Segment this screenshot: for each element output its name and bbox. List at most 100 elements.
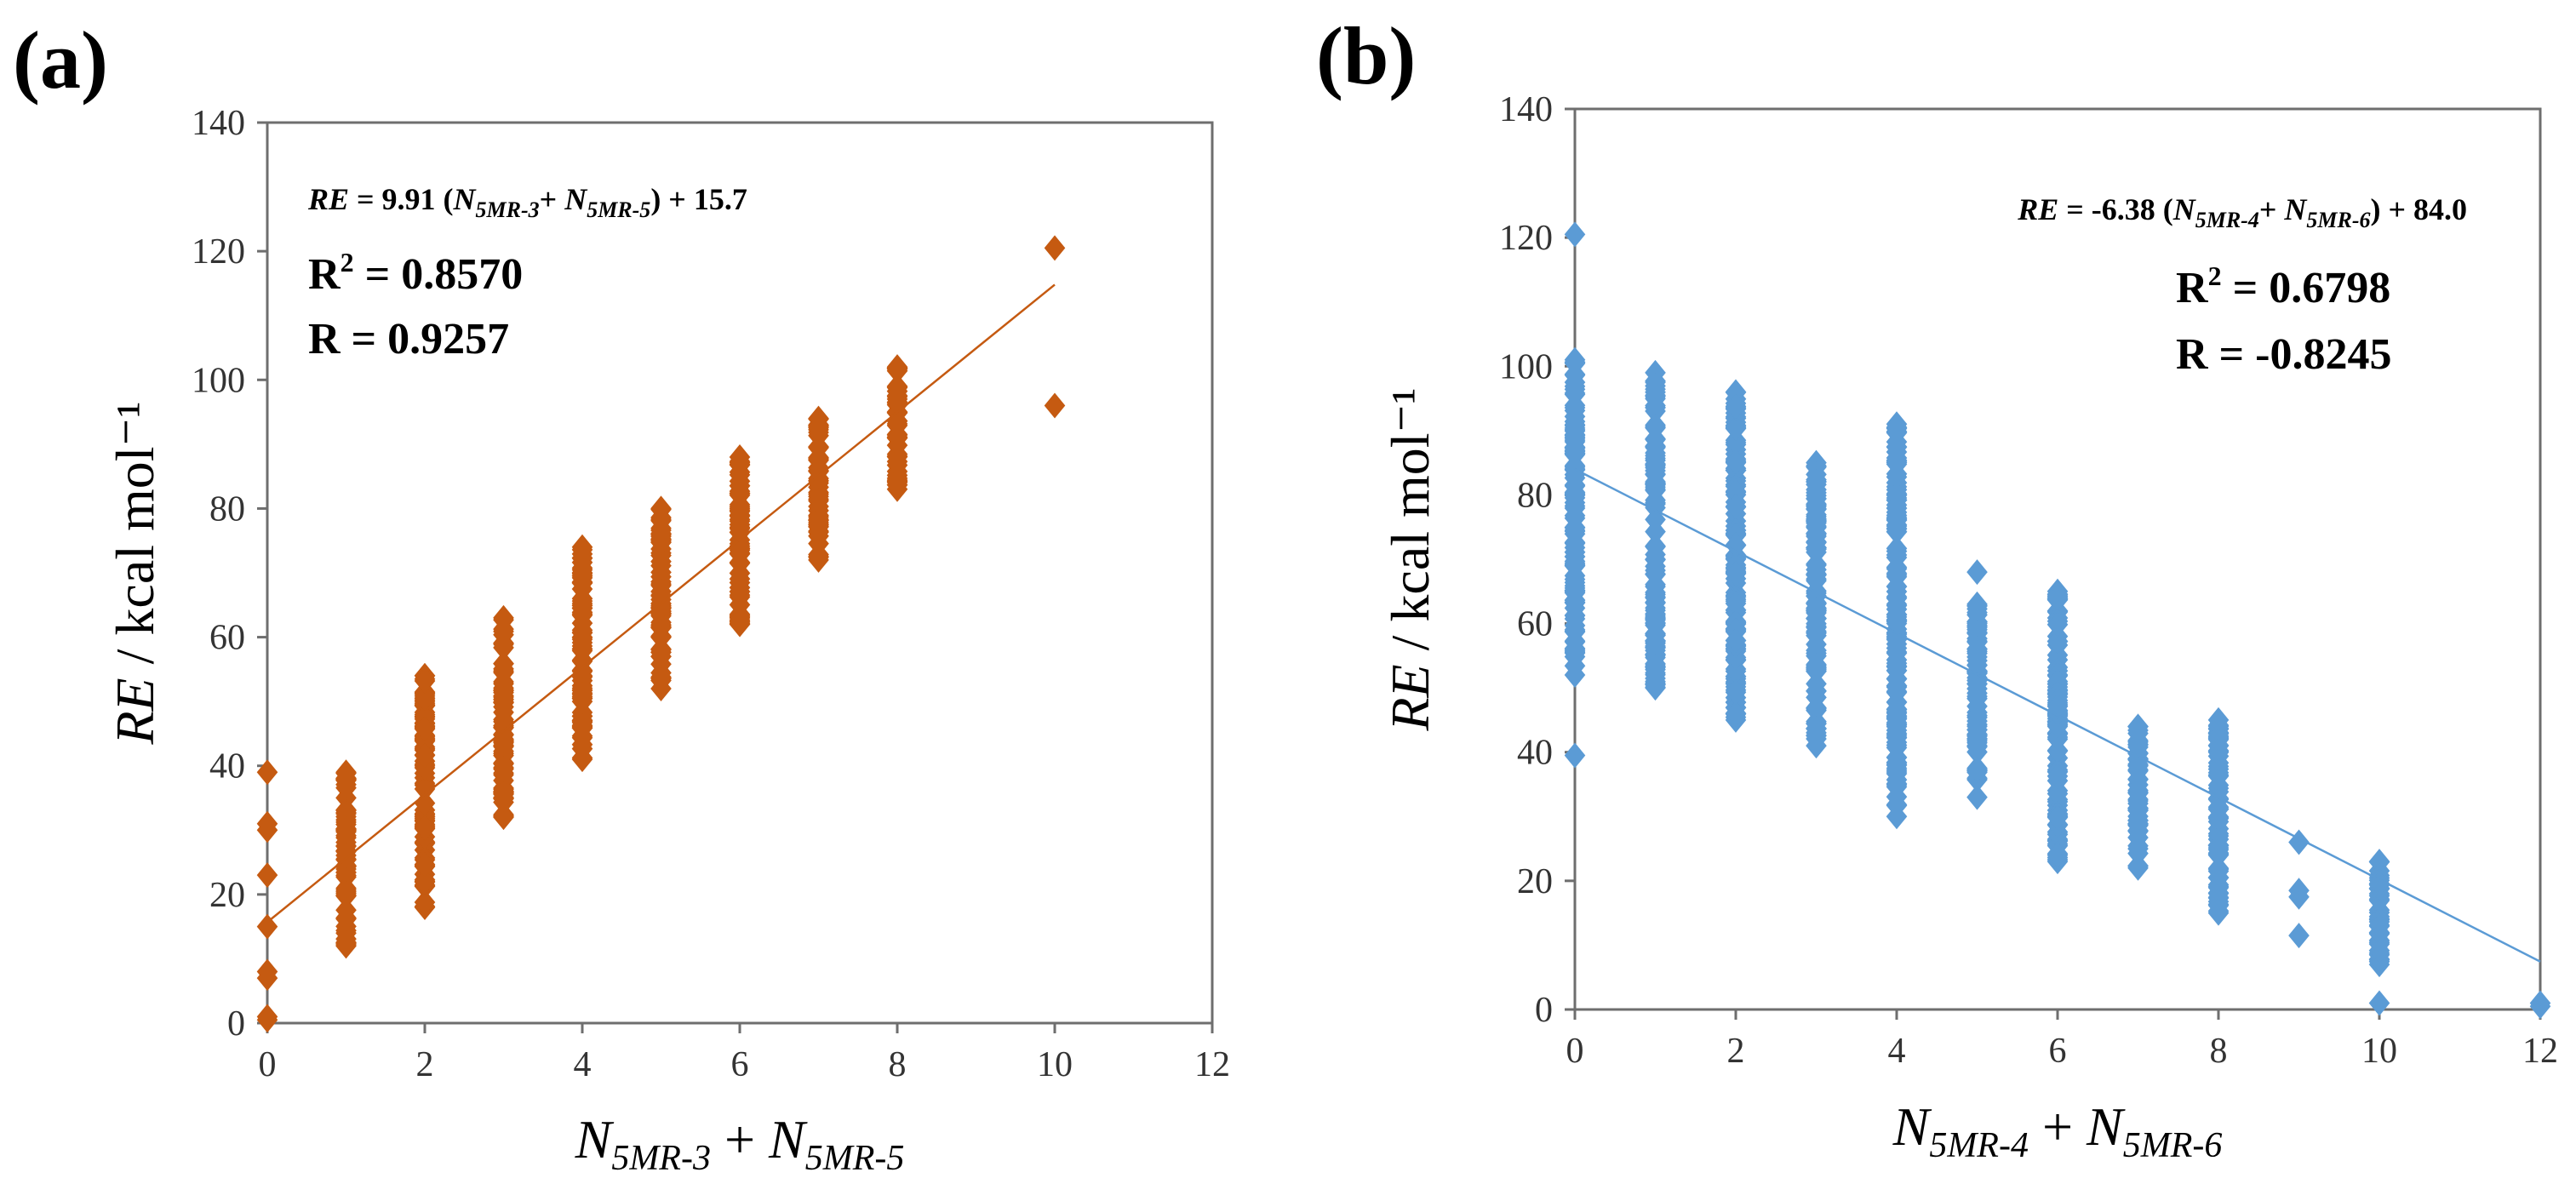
data-point: [2368, 913, 2390, 940]
data-point: [1564, 628, 1586, 655]
data-point: [256, 958, 278, 985]
panel-a-y-axis-title: RE / kcal mol⁻¹: [105, 401, 165, 745]
data-point: [493, 741, 514, 767]
data-point: [2368, 990, 2390, 1016]
x-tick-label: 4: [574, 1045, 592, 1084]
data-point: [1806, 620, 1827, 646]
panel-b-plot-frame: [1573, 107, 2542, 1011]
data-point: [571, 549, 593, 575]
data-point: [1886, 705, 1908, 731]
data-point: [571, 713, 593, 740]
data-point: [493, 631, 514, 657]
data-point: [414, 790, 436, 816]
data-point: [335, 875, 357, 901]
data-point: [335, 897, 357, 924]
y-tick-label: 40: [209, 747, 245, 786]
data-point: [2046, 642, 2069, 668]
data-point: [650, 667, 672, 694]
data-point: [1966, 592, 1988, 619]
data-point: [2046, 628, 2069, 655]
data-point: [2127, 766, 2149, 792]
data-point: [1806, 529, 1827, 555]
y-tick-label: 100: [1499, 347, 1553, 386]
data-point: [2529, 990, 2551, 1016]
data-point: [2046, 842, 2069, 868]
data-point: [729, 540, 751, 567]
panel-a-label: (a): [13, 14, 108, 106]
data-point: [256, 810, 278, 837]
x-tick-label: 10: [2361, 1032, 2397, 1071]
data-point: [1806, 506, 1827, 532]
data-point: [1645, 541, 1666, 568]
data-point: [1725, 591, 1747, 617]
data-point: [2288, 923, 2310, 949]
data-point: [256, 862, 278, 889]
panel-a-x-axis-title: N5MR-3 + N5MR-5: [575, 1109, 905, 1178]
data-point: [414, 775, 436, 802]
panel-b-y-ticks: 0 20 40 60 80 100 120 140: [1499, 90, 1575, 1030]
x-tick-label: 6: [731, 1045, 749, 1084]
panel-b: (b) 0 20 40 60 80 100 120 140 0 2 4 6 8 10 12 RE / kc…: [1316, 10, 2558, 1165]
data-point: [1725, 532, 1747, 558]
data-point: [2046, 763, 2069, 789]
data-point: [1725, 415, 1747, 442]
data-point: [493, 721, 514, 747]
data-point: [2368, 849, 2390, 875]
y-tick-label: 140: [192, 104, 245, 143]
data-point: [1886, 750, 1908, 776]
data-point: [2207, 804, 2230, 831]
data-point: [1725, 701, 1747, 727]
data-point: [1806, 715, 1827, 741]
data-point: [808, 468, 829, 495]
data-point: [493, 686, 514, 712]
panel-b-y-axis-title: RE / kcal mol⁻¹: [1380, 387, 1440, 731]
data-point: [2207, 840, 2230, 866]
data-point: [414, 685, 436, 712]
data-point: [1725, 429, 1747, 455]
data-point: [1966, 784, 1988, 810]
data-point: [1886, 574, 1908, 600]
data-point: [1886, 770, 1908, 797]
data-point: [729, 472, 751, 499]
data-point: [256, 759, 278, 786]
data-point: [1806, 597, 1827, 623]
y-tick-label: 120: [192, 232, 245, 272]
data-point: [493, 655, 514, 682]
data-point: [2207, 892, 2230, 918]
data-point: [886, 425, 908, 451]
y-tick-label: 60: [1517, 605, 1553, 644]
data-point: [729, 494, 751, 520]
data-point: [1886, 464, 1908, 490]
data-point: [1806, 655, 1827, 681]
data-point: [1725, 679, 1747, 706]
panel-a: (a) 0 20 40 60 80 100 120 140 0 2 4 6 8 10 12 RE / kc…: [13, 14, 1230, 1178]
y-tick-label: 20: [1517, 862, 1553, 901]
data-point: [1886, 596, 1908, 622]
data-point: [1886, 518, 1908, 545]
data-point: [256, 1004, 278, 1030]
data-point: [1564, 514, 1586, 540]
x-tick-label: 8: [889, 1045, 907, 1084]
data-point: [729, 579, 751, 605]
data-point: [1725, 658, 1747, 684]
data-point: [1886, 722, 1908, 748]
data-point: [493, 756, 514, 782]
data-point: [1725, 449, 1747, 475]
data-point: [650, 594, 672, 621]
panel-b-regression-equation: RE = -6.38 (N5MR-4+ N5MR-6) + 84.0: [2017, 192, 2467, 232]
data-point: [1886, 784, 1908, 810]
panel-a-trend-line: [266, 283, 1056, 924]
panel-b-trend-line: [1574, 468, 2541, 963]
y-tick-label: 80: [209, 489, 245, 529]
data-point: [2127, 836, 2149, 862]
y-tick-label: 80: [1517, 476, 1553, 515]
data-point: [1806, 472, 1827, 498]
data-point: [335, 816, 357, 843]
data-point: [2207, 712, 2230, 739]
data-point: [2127, 811, 2149, 838]
data-point: [571, 681, 593, 707]
data-point: [1806, 551, 1827, 577]
data-point: [571, 592, 593, 619]
panel-b-x-ticks: 0 2 4 6 8 10 12: [1566, 1009, 2558, 1071]
